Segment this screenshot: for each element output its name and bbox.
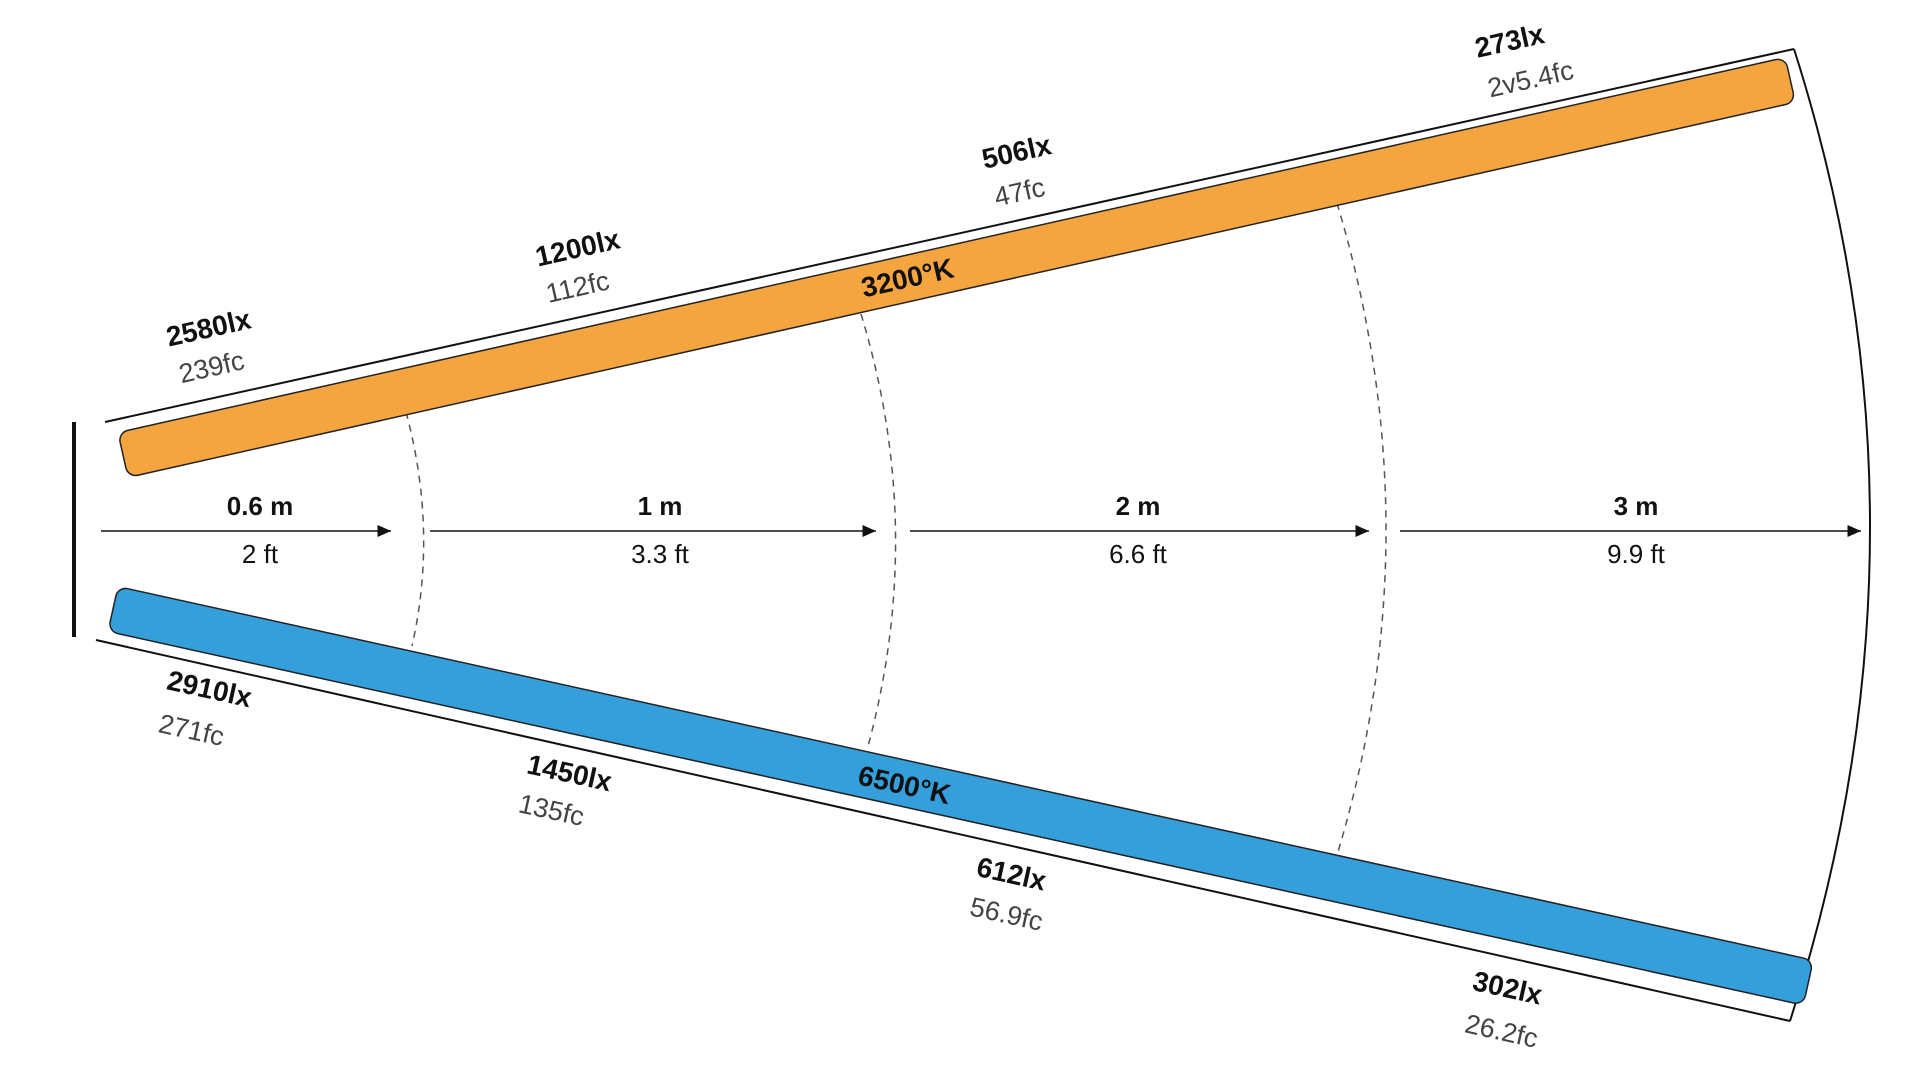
lux-reading: 612lx [974,851,1050,896]
distance-imperial: 9.9 ft [1607,539,1666,569]
fc-reading: 47fc [991,172,1047,212]
beam-edge [95,639,1791,1022]
fc-reading: 2v5.4fc [1485,55,1577,103]
beam-edge [104,48,1795,423]
distance-imperial: 2 ft [242,539,279,569]
distance-metric: 2 m [1116,491,1161,521]
fc-reading: 26.2fc [1462,1009,1540,1054]
beam-arc [1789,48,1871,1022]
band-3200k [119,58,1795,477]
lux-reading: 1450lx [524,749,615,798]
distance-imperial: 3.3 ft [631,539,690,569]
fc-reading: 112fc [543,266,612,309]
fc-reading: 135fc [516,788,587,832]
lux-reading: 1200lx [532,223,623,272]
lux-reading: 506lx [979,129,1055,175]
lux-reading: 273lx [1472,18,1548,64]
distance-metric: 0.6 m [227,491,294,521]
lux-reading: 2580lx [163,303,254,352]
distance-arcs [405,202,1387,856]
lux-reading: 302lx [1470,965,1546,1010]
distance-metric: 3 m [1614,491,1659,521]
band-6500k [109,587,1813,1004]
fc-reading: 239fc [176,345,247,389]
distance-imperial: 6.6 ft [1109,539,1168,569]
distance-metric: 1 m [638,491,683,521]
fc-reading: 56.9fc [967,892,1045,937]
fc-reading: 271fc [156,708,227,752]
